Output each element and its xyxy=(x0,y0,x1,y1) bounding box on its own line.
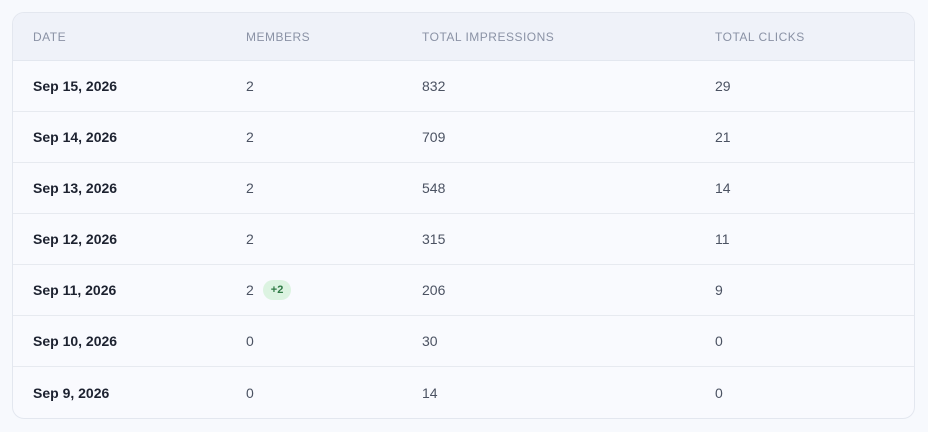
clicks-cell: 14 xyxy=(715,180,731,196)
impressions-cell: 30 xyxy=(422,333,438,349)
members-cell: 2 xyxy=(246,214,254,264)
clicks-cell: 0 xyxy=(715,333,723,349)
table-row[interactable]: Sep 11, 2026 2 +2 206 9 xyxy=(13,265,914,316)
header-cell: DATE xyxy=(33,29,67,44)
date-cell: Sep 14, 2026 xyxy=(33,129,118,145)
members-value: 0 xyxy=(246,333,254,349)
header-cell: TOTAL CLICKS xyxy=(715,29,805,44)
table-row[interactable]: Sep 13, 2026 2 548 14 xyxy=(13,163,914,214)
impressions-cell: 709 xyxy=(422,129,446,145)
members-cell: 0 xyxy=(246,316,254,366)
date-cell: Sep 15, 2026 xyxy=(33,78,118,94)
header-cell: MEMBERS xyxy=(246,29,311,44)
impressions-cell: 315 xyxy=(422,231,446,247)
header-cell: TOTAL IMPRESSIONS xyxy=(422,29,555,44)
table-row[interactable]: Sep 9, 2026 0 14 0 xyxy=(13,367,914,418)
impressions-cell: 832 xyxy=(422,78,446,94)
table-row[interactable]: Sep 14, 2026 2 709 21 xyxy=(13,112,914,163)
members-value: 2 xyxy=(246,78,254,94)
clicks-cell: 21 xyxy=(715,129,731,145)
date-cell: Sep 10, 2026 xyxy=(33,333,118,349)
clicks-cell: 0 xyxy=(715,384,723,401)
clicks-cell: 29 xyxy=(715,78,731,94)
members-value: 0 xyxy=(246,384,254,401)
members-cell: 0 xyxy=(246,367,254,418)
clicks-cell: 9 xyxy=(715,282,723,298)
table: DATE MEMBERS TOTAL IMPRESSIONS TOTAL CLI… xyxy=(12,12,915,419)
date-cell: Sep 11, 2026 xyxy=(33,282,117,298)
clicks-cell: 11 xyxy=(715,231,730,247)
members-cell: 2 +2 xyxy=(246,265,292,315)
impressions-cell: 548 xyxy=(422,180,446,196)
members-cell: 2 xyxy=(246,163,254,213)
members-value: 2 xyxy=(246,180,254,196)
members-cell: 2 xyxy=(246,112,254,162)
table-row[interactable]: Sep 10, 2026 0 30 0 xyxy=(13,316,914,367)
members-value: 2 xyxy=(246,129,254,145)
members-value: 2 xyxy=(246,282,254,298)
table-row[interactable]: Sep 15, 2026 2 832 29 xyxy=(13,61,914,112)
impressions-cell: 206 xyxy=(422,282,446,298)
date-cell: Sep 13, 2026 xyxy=(33,180,118,196)
table-row[interactable]: Sep 12, 2026 2 315 11 xyxy=(13,214,914,265)
header-row: DATE MEMBERS TOTAL IMPRESSIONS TOTAL CLI… xyxy=(13,13,914,61)
members-badge: +2 xyxy=(262,280,292,300)
date-cell: Sep 12, 2026 xyxy=(33,231,118,247)
impressions-cell: 14 xyxy=(422,384,438,401)
date-cell: Sep 9, 2026 xyxy=(33,384,110,401)
members-value: 2 xyxy=(246,231,254,247)
members-cell: 2 xyxy=(246,61,254,111)
